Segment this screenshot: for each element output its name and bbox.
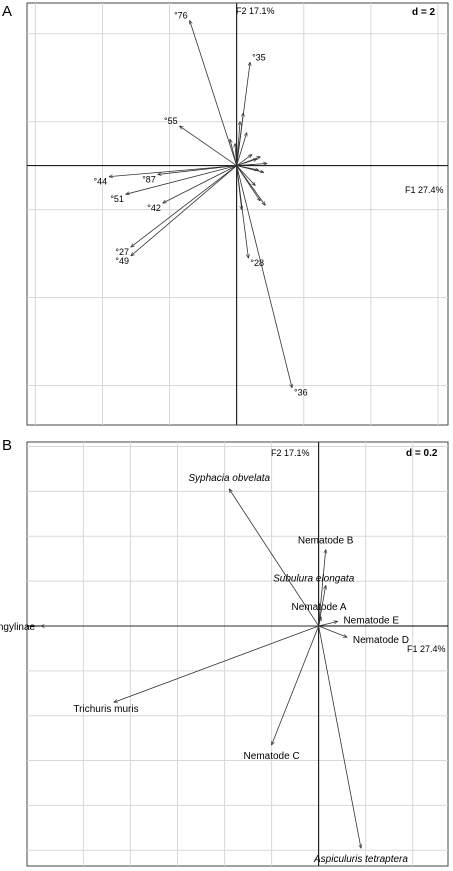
panel-b-letter: B [2,437,12,454]
sample-arrow [236,155,252,166]
sample-label: °36 [294,388,308,398]
species-arrow [318,550,326,626]
sample-arrow [109,165,237,177]
panel-a-grid [27,3,448,425]
species-label: Nematode E [343,615,399,626]
species-label: Syphacia obvelata [188,473,270,484]
panel-b-y-axis-label: F2 17.1% [271,448,310,458]
sample-label: °55 [164,116,178,126]
sample-label: °35 [252,52,266,62]
sample-arrow [235,144,237,166]
sample-arrow [163,165,237,203]
species-arrow [229,489,319,627]
sample-arrow [236,165,264,173]
species-label: Subulura elongata [273,574,355,585]
sample-arrow [180,126,237,166]
panel-a: A °76 °35 °55 °87 °44°51 °42 °27°49 °28 °36 F2 1… [2,2,449,426]
sample-label: °87 [142,174,156,184]
sample-arrow [131,165,237,256]
sample-label: °51 [110,194,124,204]
species-label: Nematode A [291,602,346,613]
panel-b: B Syphacia obvelata Nematode B Subulura el… [0,437,449,867]
panel-b-scale-label: d = 0.2 [406,448,438,459]
panel-a-x-axis-label: F1 27.4% [405,185,444,195]
sample-arrow [236,133,247,166]
sample-arrow [131,165,237,247]
sample-arrow [236,157,260,167]
panel-a-vectors: °76 °35 °55 °87 °44°51 °42 °27°49 °28 °36 [94,11,308,398]
species-label: Nematode B [298,536,354,547]
panel-a-frame [26,2,449,426]
sample-arrow [190,21,238,166]
sample-arrow [236,165,292,388]
species-arrow [318,625,361,848]
species-label: Trichuris muris [73,704,138,715]
species-arrow [114,625,319,702]
sample-arrow [126,165,237,195]
species-label: Nematode D [353,635,409,646]
sample-label: °49 [115,256,129,266]
sample-arrow [236,62,250,166]
sample-arrow [236,165,255,186]
panel-a-letter: A [2,3,12,20]
sample-label: °76 [174,11,188,21]
panel-b-x-axis-label: F1 27.4% [407,644,446,654]
sample-label: °27 [115,247,129,257]
species-label: Aspiculuris tetraptera [313,854,408,865]
panel-b-vectors: Syphacia obvelata Nematode B Subulura elon… [0,473,409,865]
sample-label: °28 [250,258,264,268]
species-arrow [318,617,321,627]
sample-label: °42 [147,203,161,213]
sample-label: °44 [94,177,108,187]
species-label: Nippostrongylinae [0,622,36,633]
species-arrow [318,625,347,637]
species-arrow [318,621,338,627]
panel-a-y-axis-label: F2 17.1% [236,6,275,16]
species-label: Nematode C [244,751,300,762]
sample-arrow [236,163,267,167]
species-arrow [272,625,320,745]
sample-arrow [236,165,249,258]
panel-b-frame [26,441,449,867]
sample-arrow [236,165,266,206]
panel-a-scale-label: d = 2 [412,7,436,18]
